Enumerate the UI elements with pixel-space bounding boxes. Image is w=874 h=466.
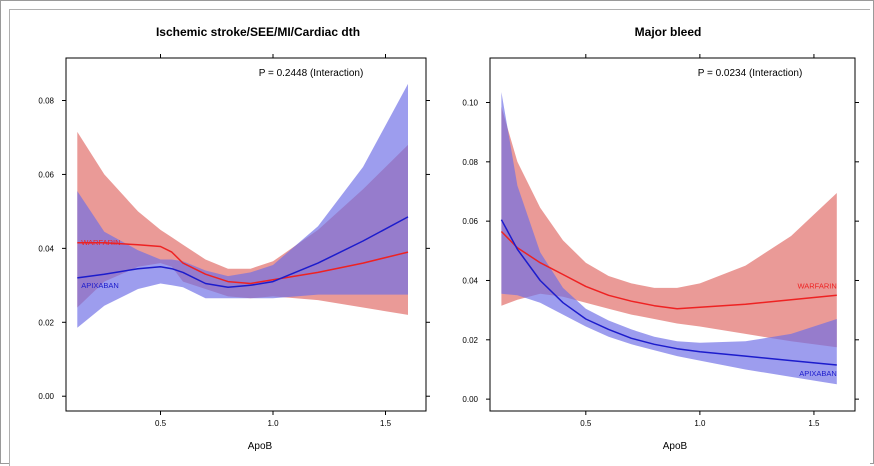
series-label-apixaban: APIXABAN [799,369,837,378]
interaction-p-value: P = 0.0234 (Interaction) [698,68,803,79]
x-tick-label: 1.0 [694,419,706,428]
series-line-apixaban [500,219,837,366]
x-tick-label: 1.5 [380,419,392,428]
y-tick-label: 0.04 [38,244,54,253]
chart-panel-ischemic-stroke: Ischemic stroke/SEE/MI/Cardiac dth P = 0… [38,25,430,452]
y-tick-label: 0.08 [38,97,54,106]
plot-area [77,83,409,328]
plot-area [500,92,837,385]
plot-frame [489,57,856,412]
x-tick-label: 0.5 [580,419,592,428]
x-tick-label: 0.5 [155,419,167,428]
x-axis-label: ApoB [248,441,273,452]
y-tick-label: 0.08 [462,158,478,167]
series-label-apixaban: APIXABAN [81,281,119,290]
y-tick-label: 0.00 [38,392,54,401]
chart-panel-major-bleed: Major bleed P = 0.0234 (Interaction) Apo… [462,25,859,452]
plot-frame [65,57,427,412]
y-tick-label: 0.02 [38,318,54,327]
series-label-warfarin: WARFARIN [81,238,120,247]
series-line-warfarin [500,230,837,310]
x-axis-label: ApoB [663,441,688,452]
y-tick-label: 0.04 [462,276,478,285]
chart-title: Ischemic stroke/SEE/MI/Cardiac dth [156,25,360,39]
y-tick-label: 0.06 [38,170,54,179]
y-tick-label: 0.10 [462,98,478,107]
confidence-band-apixaban [501,92,837,385]
interaction-p-value: P = 0.2448 (Interaction) [259,68,364,79]
y-tick-label: 0.02 [462,336,478,345]
series-line-apixaban [77,216,409,288]
confidence-band-warfarin [501,106,837,348]
series-label-warfarin: WARFARIN [797,281,836,290]
y-tick-label: 0.00 [462,395,478,404]
x-tick-label: 1.0 [267,419,279,428]
y-tick-label: 0.06 [462,217,478,226]
chart-title: Major bleed [635,25,702,39]
series-line-warfarin [77,242,409,285]
x-tick-label: 1.5 [808,419,820,428]
